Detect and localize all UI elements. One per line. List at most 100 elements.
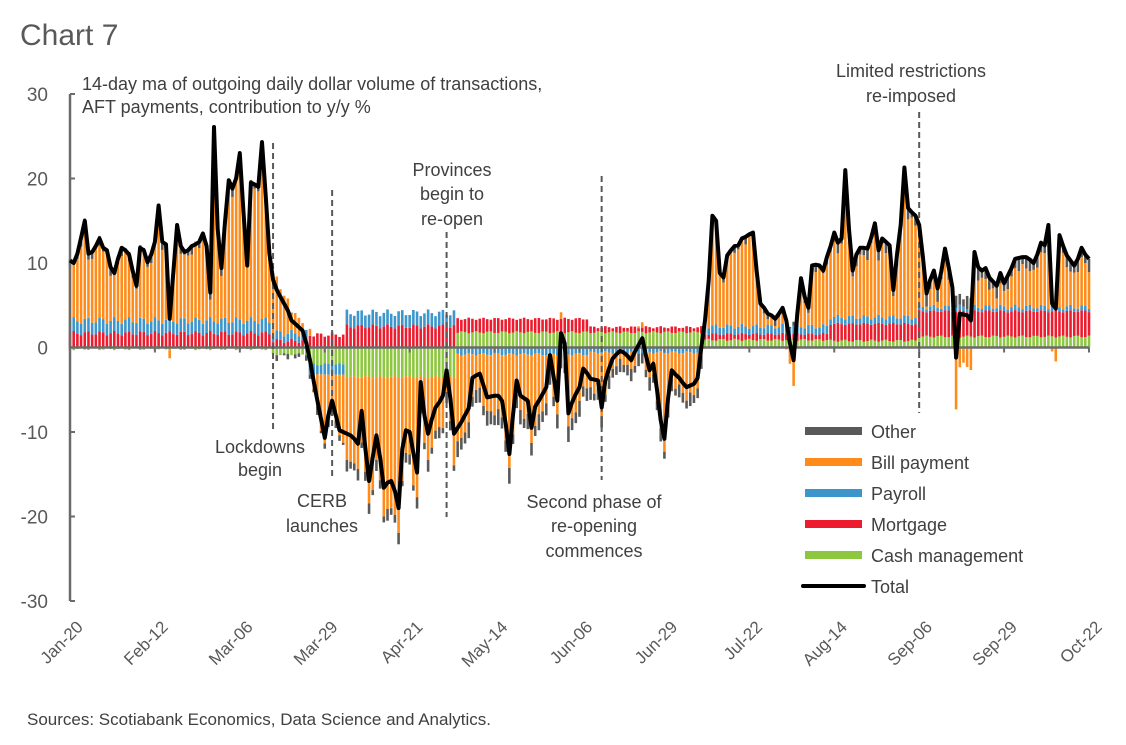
bar-stack: [1065, 255, 1069, 348]
bar-segment-bill: [76, 258, 79, 322]
bar-segment-cash: [482, 333, 485, 348]
bar-stack: [87, 251, 90, 351]
bar-segment-bill: [604, 351, 607, 395]
bar-segment-mortgage: [168, 331, 171, 348]
bar-segment-cash: [995, 335, 998, 348]
bar-segment-bill: [821, 273, 825, 325]
bar-segment-payroll: [744, 326, 747, 335]
x-tick-label: Oct-22: [1056, 617, 1106, 667]
bar-segment-payroll: [323, 363, 327, 375]
bar-segment-mortgage: [515, 319, 519, 332]
bar-segment-cash: [862, 341, 866, 348]
bar-segment-cash: [548, 333, 552, 348]
bar-segment-other: [958, 293, 962, 305]
bar-segment-payroll: [844, 319, 847, 325]
bar-stack: [504, 319, 507, 452]
bar-segment-mortgage: [596, 328, 600, 332]
bar-segment-other: [567, 426, 570, 442]
bar-segment-mortgage: [393, 328, 397, 348]
bar-segment-payroll: [866, 316, 869, 324]
bar-segment-mortgage: [1013, 310, 1017, 338]
bar-segment-payroll: [124, 319, 127, 333]
bar-segment-cash: [762, 339, 766, 348]
bar-segment-cash: [725, 340, 729, 348]
bar-segment-mortgage: [799, 334, 803, 340]
bar-segment-bill: [1050, 347, 1054, 352]
bar-segment-cash: [556, 331, 559, 348]
bar-stack: [467, 317, 471, 439]
bar-segment-payroll: [943, 305, 947, 311]
bar-stack: [988, 277, 991, 348]
bar-segment-mortgage: [1080, 310, 1083, 338]
bar-segment-mortgage: [482, 317, 485, 334]
bar-segment-mortgage: [899, 324, 902, 340]
bar-segment-mortgage: [172, 334, 175, 348]
bar-stack: [1061, 246, 1065, 348]
bar-segment-cash: [1010, 336, 1013, 348]
bar-segment-cash: [567, 332, 570, 348]
bar-segment-bill: [578, 353, 581, 401]
bar-segment-bill: [788, 347, 792, 364]
bar-stack: [94, 245, 98, 349]
annotation-cerb-line-1: CERB: [297, 491, 347, 511]
bar-segment-mortgage: [855, 324, 858, 340]
bar-stack: [201, 232, 205, 349]
bar-segment-cash: [426, 347, 430, 379]
bar-segment-bill: [847, 237, 851, 316]
bar-segment-other: [1028, 259, 1032, 272]
bar-segment-mortgage: [585, 319, 589, 332]
bar-segment-bill: [592, 351, 596, 394]
bar-segment-cash: [530, 331, 533, 348]
bar-segment-payroll: [592, 347, 596, 352]
bar-segment-bill: [157, 211, 160, 321]
bar-segment-cash: [722, 339, 725, 348]
bar-stack: [194, 241, 197, 351]
bar-segment-payroll: [515, 347, 519, 356]
bar-stack: [482, 317, 485, 416]
bar-stack: [190, 244, 194, 349]
bar-segment-cash: [570, 331, 574, 348]
bar-segment-mortgage: [1084, 310, 1087, 338]
bar-segment-other: [316, 406, 319, 415]
bar-segment-other: [592, 393, 596, 401]
bar-segment-mortgage: [1010, 311, 1013, 337]
bar-segment-mortgage: [245, 333, 249, 348]
bar-stack: [323, 336, 327, 449]
bar-segment-mortgage: [404, 327, 408, 348]
bar-segment-mortgage: [149, 333, 153, 348]
bar-segment-payroll: [116, 320, 120, 334]
bar-segment-bill: [389, 376, 393, 509]
bar-segment-payroll: [90, 322, 94, 335]
bar-segment-bill: [725, 261, 729, 325]
bar-stack: [508, 317, 511, 484]
bar-stack: [589, 326, 592, 400]
bar-segment-bill: [866, 260, 869, 317]
bar-segment-other: [471, 396, 474, 407]
bar-segment-mortgage: [223, 331, 227, 348]
bar-segment-payroll: [72, 317, 75, 332]
bar-segment-payroll: [910, 319, 914, 325]
bar-segment-cash: [400, 347, 404, 378]
bar-segment-mortgage: [700, 326, 703, 334]
bar-segment-bill: [877, 260, 880, 315]
bar-stack: [382, 312, 386, 523]
bar-segment-cash: [888, 341, 891, 348]
bar-segment-mortgage: [984, 310, 987, 338]
bar-segment-other: [437, 427, 441, 439]
bar-stack: [884, 241, 888, 348]
bar-segment-payroll: [434, 316, 437, 329]
bar-segment-other: [1036, 254, 1039, 268]
bar-segment-payroll: [220, 318, 223, 332]
bar-stack: [965, 295, 969, 367]
bar-segment-cash: [423, 347, 426, 377]
bar-segment-cash: [290, 347, 293, 356]
bar-segment-bill: [161, 249, 164, 324]
bar-segment-bill: [364, 376, 367, 472]
bar-stack: [925, 293, 928, 348]
bar-segment-mortgage: [962, 311, 965, 337]
legend-item-mortgage: Mortgage: [805, 515, 947, 535]
bar-segment-payroll: [146, 323, 149, 336]
bar-segment-cash: [688, 332, 692, 348]
bar-segment-bill: [279, 289, 282, 332]
bar-stack: [434, 316, 437, 439]
